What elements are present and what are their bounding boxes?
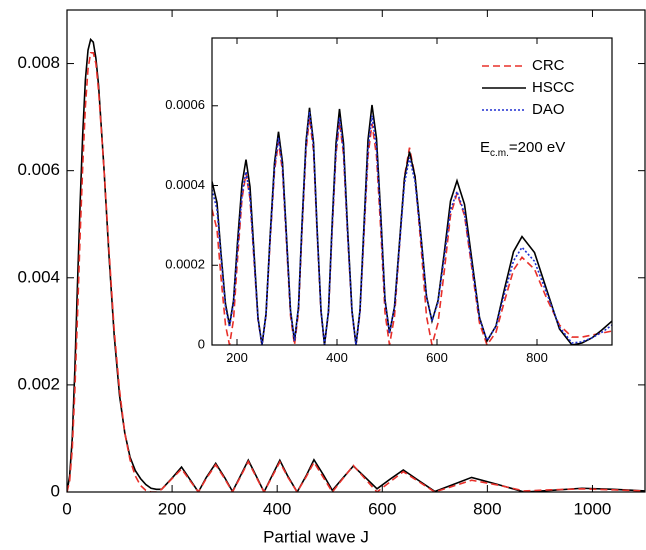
y-tick-label: 0: [51, 481, 60, 500]
x-tick-label: 600: [368, 499, 396, 518]
y-tick-label: 0.0004: [165, 177, 205, 192]
x-tick-label: 1000: [574, 499, 612, 518]
legend-label: DAO: [532, 101, 565, 118]
x-axis-label: Partial wave J: [263, 527, 369, 546]
series-line: [67, 52, 645, 492]
x-tick-label: 800: [473, 499, 501, 518]
legend-label: CRC: [532, 57, 565, 74]
y-tick-label: 0: [198, 336, 205, 351]
annotation-part: c.m.: [490, 148, 509, 159]
x-tick-label: 400: [263, 499, 291, 518]
annotation-part: =200 eV: [509, 139, 565, 156]
y-tick-label: 0.0006: [165, 97, 205, 112]
x-tick-label: 0: [62, 499, 71, 518]
y-tick-label: 0.002: [17, 374, 60, 393]
series-group: [67, 37, 645, 492]
series-line: [212, 104, 612, 345]
x-tick-label: 800: [526, 350, 548, 365]
x-tick-label: 200: [226, 350, 248, 365]
annotation-part: E: [480, 139, 490, 156]
series-group: [212, 104, 612, 345]
legend-label: HSCC: [532, 79, 575, 96]
x-tick-label: 600: [426, 350, 448, 365]
y-tick-label: 0.0002: [165, 257, 205, 272]
plot-frame: [211, 37, 613, 346]
y-tick-label: 0.006: [17, 160, 60, 179]
y-tick-label: 0.008: [17, 53, 60, 72]
annotation: Ec.m.=200 eV: [480, 139, 565, 159]
x-tick-label: 400: [326, 350, 348, 365]
x-tick-label: 200: [158, 499, 186, 518]
plot-frame: [66, 9, 646, 493]
legend: CRC HSCC DAO: [482, 57, 575, 118]
y-tick-label: 0.004: [17, 267, 60, 286]
plot-panel: 200 400 600 800 0 0.0002 0.0004 0.0006 CRC HSCC DA…: [165, 37, 613, 365]
